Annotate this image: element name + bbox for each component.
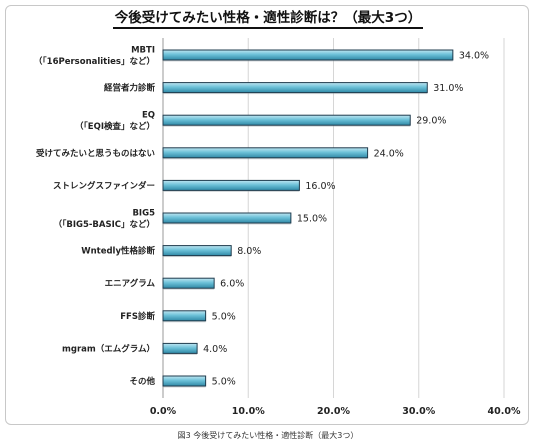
chart-title: 今後受けてみたい性格・適性診断は？（最大3つ） [0, 6, 536, 29]
bar [162, 179, 300, 191]
value-label: 34.0% [459, 51, 489, 62]
category-label: mgram（エムグラム） [62, 343, 155, 354]
value-label: 5.0% [212, 377, 236, 388]
bar [162, 49, 454, 61]
category-label: MBTI [131, 45, 155, 55]
category-label: その他 [129, 376, 155, 387]
category-label: BIG5 [132, 208, 155, 218]
x-tick-label: 0.0% [150, 406, 177, 417]
bar [162, 212, 292, 224]
category-label: ストレングスファインダー [53, 180, 155, 191]
value-label: 8.0% [237, 246, 261, 257]
value-label: 24.0% [374, 148, 404, 159]
bar [162, 245, 232, 257]
value-label: 16.0% [305, 181, 335, 192]
value-label: 6.0% [220, 279, 244, 290]
category-label: EQ [142, 110, 155, 120]
x-tick-label: 10.0% [232, 406, 265, 417]
category-label: Wntedly性格診断 [81, 246, 155, 257]
value-label: 4.0% [203, 344, 227, 355]
category-label: （「EQI検査」など） [75, 121, 155, 132]
category-label: エニアグラム [105, 278, 156, 289]
bar [162, 375, 207, 387]
category-label: 受けてみたいと思うものはない [36, 148, 155, 159]
bar [162, 114, 411, 126]
category-label: （「16Personalities」など） [34, 56, 155, 67]
bar [162, 147, 369, 159]
value-label: 5.0% [212, 311, 236, 322]
x-tick-label: 20.0% [317, 406, 350, 417]
bar [162, 82, 428, 94]
category-label: （「BIG5-BASIC」など） [54, 219, 155, 230]
x-tick-label: 40.0% [488, 406, 521, 417]
category-label: FFS診断 [120, 311, 155, 322]
value-label: 31.0% [433, 83, 463, 94]
x-tick-label: 30.0% [402, 406, 435, 417]
bar [162, 342, 198, 354]
value-label: 15.0% [297, 214, 327, 225]
figure-caption: 図3 今後受けてみたい性格・適性診断（最大3つ） [177, 431, 359, 440]
value-label: 29.0% [416, 116, 446, 127]
bar [162, 310, 207, 322]
bar [162, 277, 215, 289]
category-label: 経営者力診断 [104, 83, 156, 94]
